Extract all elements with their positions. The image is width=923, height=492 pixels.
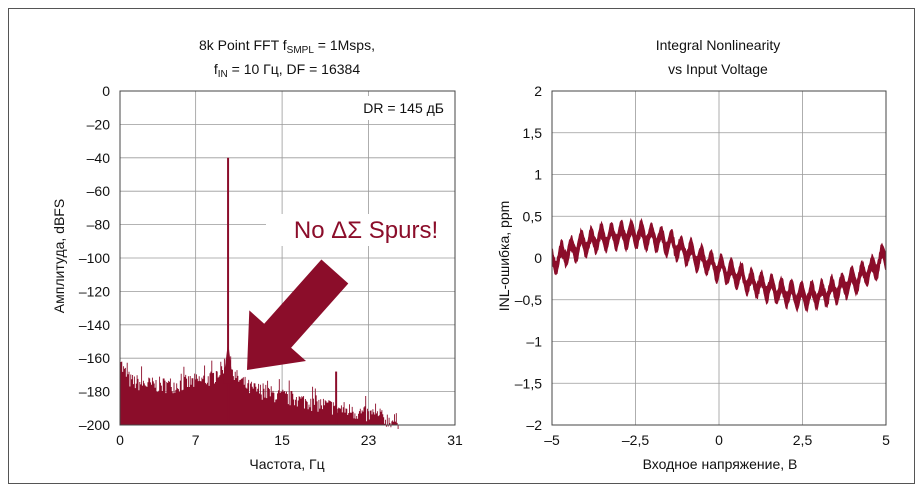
- fft-title-line2: fIN = 10 Гц, DF = 16384: [214, 61, 360, 80]
- inl-y-tick-label: 1,5: [523, 125, 543, 141]
- inl-x-tick-label: 0: [715, 432, 723, 448]
- fft-y-tick-label: –60: [87, 183, 111, 199]
- fft-x-tick-label: 0: [116, 432, 124, 448]
- inl-x-label: Входное напряжение, В: [643, 456, 798, 472]
- fft-y-tick-label: –160: [79, 350, 110, 366]
- fft-dr-label-bg: [322, 96, 452, 120]
- inl-title-line1: Integral Nonlinearity: [656, 37, 781, 53]
- fft-x-tick-label: 15: [274, 432, 290, 448]
- inl-grid: [551, 90, 887, 426]
- fft-y-tick-label: –80: [87, 217, 111, 233]
- fft-chart: 8k Point FFT fSMPL = 1Msps, fIN = 10 Гц,…: [51, 37, 463, 472]
- inl-x-tick-label: 5: [882, 432, 890, 448]
- fft-fundamental-skirt: [223, 341, 234, 384]
- inl-x-tick-label: 2,5: [793, 432, 813, 448]
- fft-y-tick-label: –120: [79, 283, 110, 299]
- inl-title-line2: vs Input Voltage: [668, 61, 768, 77]
- spurs-arrow: [247, 259, 349, 370]
- inl-y-tick-label: 0: [534, 250, 542, 266]
- fft-title-line1: 8k Point FFT fSMPL = 1Msps,: [199, 37, 375, 56]
- fft-y-tick-label: –140: [79, 317, 110, 333]
- inl-plot-frame: [551, 90, 887, 426]
- inl-x-tick-label: –5: [544, 432, 560, 448]
- inl-y-tick-label: 2: [534, 83, 542, 99]
- inl-y-tick-label: 1: [534, 167, 542, 183]
- inl-y-tick-label: –1: [526, 334, 542, 350]
- fft-spectral-lines: [223, 157, 338, 425]
- fft-x-tick-label: 7: [192, 432, 200, 448]
- inl-y-label: INL-ошибка, ppm: [496, 201, 512, 312]
- fft-y-tick-label: 0: [102, 83, 110, 99]
- inl-y-tick-label: –2: [526, 417, 542, 433]
- fft-y-tick-label: –40: [87, 150, 111, 166]
- inl-chart: Integral Nonlinearity vs Input Voltage 2…: [496, 37, 890, 472]
- fft-y-label: Амплитуда, dBFS: [51, 199, 67, 313]
- inl-y-tick-label: –1,5: [515, 375, 542, 391]
- fft-y-tick-label: –200: [79, 417, 110, 433]
- fft-y-tick-label: –20: [87, 116, 111, 132]
- fft-x-tick-label: 23: [361, 432, 377, 448]
- spurs-annotation: No ΔΣ Spurs!: [294, 217, 438, 244]
- inl-y-tick-label: –0,5: [515, 292, 542, 308]
- fft-axes: 0 –20 –40 –60 –80 –100 –120 –140 –160 –180 –200 0 7 1…: [79, 83, 463, 448]
- inl-axes: 2 1,5 1 0,5 0 –0,5 –1 –1,5 –2–5 –2,5 0 2,5 5: [515, 83, 890, 448]
- fft-dr-label: DR = 145 дБ: [363, 100, 444, 116]
- inl-y-tick-label: 0,5: [523, 208, 543, 224]
- outer-frame: [8, 8, 915, 484]
- inl-x-tick-label: –2,5: [622, 432, 649, 448]
- fft-x-label: Частота, Гц: [249, 456, 324, 472]
- fft-x-tick-label: 31: [447, 432, 463, 448]
- fft-plot-frame: [119, 90, 456, 426]
- spurs-label-bg: [266, 214, 458, 246]
- fft-y-tick-label: –180: [79, 384, 110, 400]
- fft-y-tick-label: –100: [79, 250, 110, 266]
- fft-grid: [119, 90, 456, 426]
